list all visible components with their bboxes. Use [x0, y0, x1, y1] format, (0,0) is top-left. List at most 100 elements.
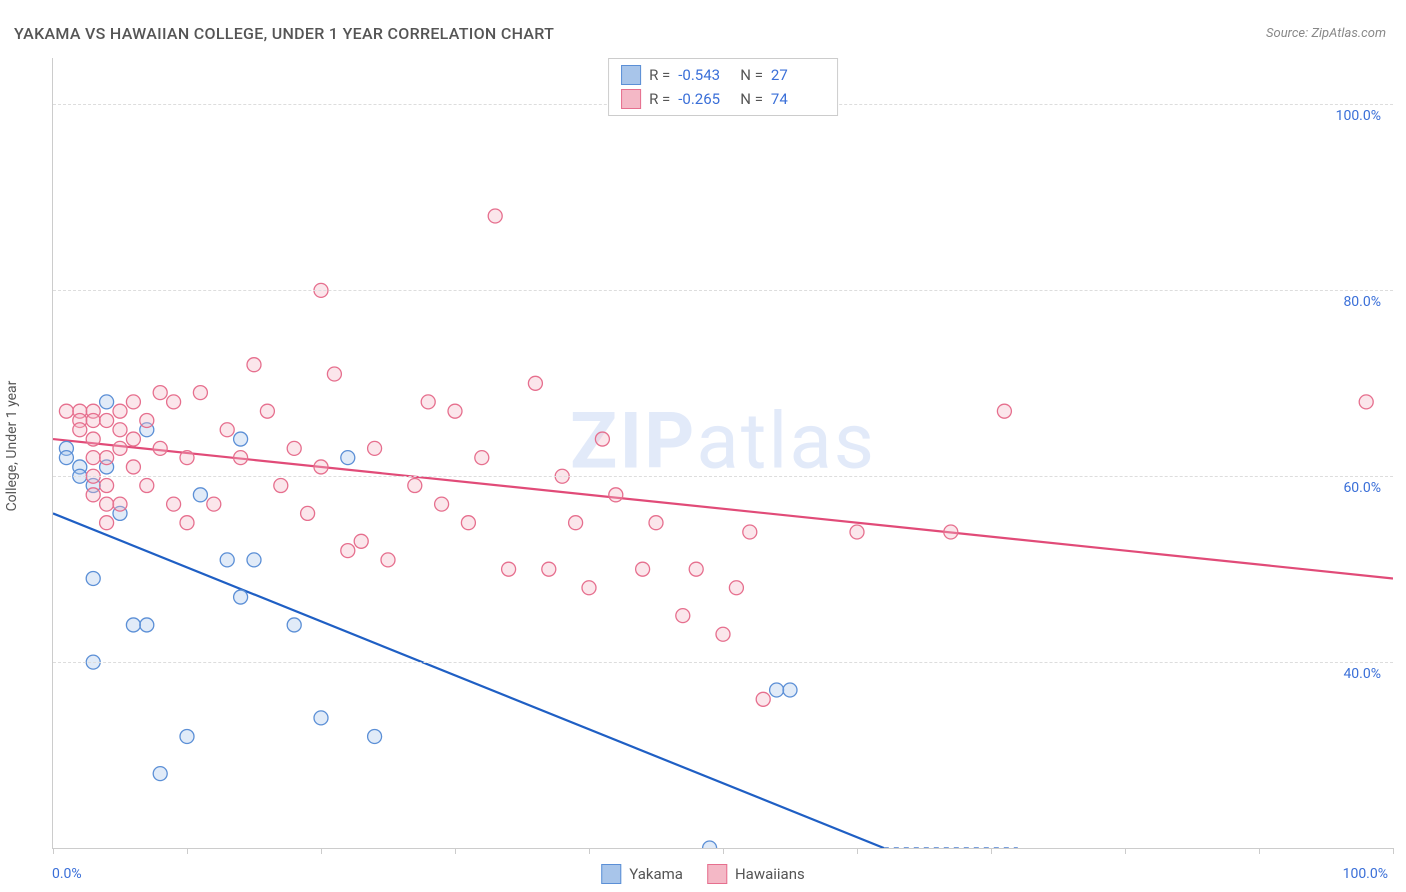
point-yakama: [153, 767, 167, 781]
point-hawaiians: [649, 516, 663, 530]
point-hawaiians: [1359, 395, 1373, 409]
point-yakama: [234, 432, 248, 446]
legend-swatch-hawaiians-bottom: [707, 864, 727, 884]
point-hawaiians: [86, 451, 100, 465]
point-yakama: [247, 553, 261, 567]
point-hawaiians: [167, 395, 181, 409]
point-hawaiians: [100, 497, 114, 511]
point-yakama: [59, 451, 73, 465]
point-yakama: [193, 488, 207, 502]
point-hawaiians: [341, 544, 355, 558]
point-hawaiians: [260, 404, 274, 418]
legend-n-label: N =: [740, 87, 763, 111]
point-yakama: [770, 683, 784, 697]
point-yakama: [180, 729, 194, 743]
y-tick-label: 80.0%: [1343, 294, 1381, 310]
source-label: Source: ZipAtlas.com: [1266, 26, 1386, 41]
point-hawaiians: [113, 441, 127, 455]
point-hawaiians: [542, 562, 556, 576]
y-tick-label: 100.0%: [1336, 108, 1381, 124]
point-yakama: [220, 553, 234, 567]
point-hawaiians: [73, 423, 87, 437]
y-axis-title: College, Under 1 year: [4, 381, 20, 512]
trendline-yakama: [53, 513, 884, 848]
point-hawaiians: [354, 534, 368, 548]
legend-n-value-hawaiians: 74: [771, 87, 825, 111]
legend-item-yakama: Yakama: [601, 864, 683, 884]
point-hawaiians: [435, 497, 449, 511]
point-hawaiians: [100, 479, 114, 493]
point-hawaiians: [167, 497, 181, 511]
point-hawaiians: [502, 562, 516, 576]
chart-title: YAKAMA VS HAWAIIAN COLLEGE, UNDER 1 YEAR…: [14, 24, 554, 43]
point-hawaiians: [207, 497, 221, 511]
point-hawaiians: [126, 460, 140, 474]
point-hawaiians: [528, 376, 542, 390]
legend-swatch-yakama: [621, 65, 641, 85]
y-tick-label: 40.0%: [1343, 666, 1381, 682]
point-hawaiians: [100, 451, 114, 465]
point-hawaiians: [153, 386, 167, 400]
point-hawaiians: [126, 395, 140, 409]
point-hawaiians: [301, 506, 315, 520]
x-axis-max-label: 100.0%: [1343, 866, 1388, 882]
point-yakama: [368, 729, 382, 743]
legend-label-yakama: Yakama: [629, 865, 683, 883]
point-hawaiians: [997, 404, 1011, 418]
point-hawaiians: [582, 581, 596, 595]
point-hawaiians: [756, 692, 770, 706]
point-hawaiians: [743, 525, 757, 539]
legend-correlation: R = -0.543 N = 27 R = -0.265 N = 74: [608, 58, 838, 116]
point-hawaiians: [609, 488, 623, 502]
point-yakama: [783, 683, 797, 697]
chart-svg: [53, 58, 1393, 848]
source-prefix: Source:: [1266, 26, 1311, 41]
point-hawaiians: [180, 451, 194, 465]
point-hawaiians: [274, 479, 288, 493]
point-hawaiians: [113, 423, 127, 437]
point-hawaiians: [113, 404, 127, 418]
legend-label-hawaiians: Hawaiians: [735, 865, 805, 883]
legend-series: Yakama Hawaiians: [595, 864, 811, 884]
point-hawaiians: [850, 525, 864, 539]
point-hawaiians: [729, 581, 743, 595]
point-hawaiians: [448, 404, 462, 418]
legend-swatch-yakama-bottom: [601, 864, 621, 884]
legend-r-label: R =: [649, 87, 670, 111]
legend-r-value-hawaiians: -0.265: [678, 87, 732, 111]
point-hawaiians: [461, 516, 475, 530]
legend-r-label: R =: [649, 63, 670, 87]
point-hawaiians: [100, 516, 114, 530]
point-hawaiians: [569, 516, 583, 530]
point-yakama: [703, 841, 717, 848]
point-yakama: [314, 711, 328, 725]
point-hawaiians: [287, 441, 301, 455]
point-hawaiians: [113, 497, 127, 511]
point-hawaiians: [86, 432, 100, 446]
point-hawaiians: [247, 358, 261, 372]
point-hawaiians: [408, 479, 422, 493]
point-hawaiians: [180, 516, 194, 530]
point-yakama: [234, 590, 248, 604]
point-hawaiians: [234, 451, 248, 465]
legend-row-yakama: R = -0.543 N = 27: [621, 63, 825, 87]
point-hawaiians: [716, 627, 730, 641]
point-hawaiians: [327, 367, 341, 381]
point-yakama: [341, 451, 355, 465]
source-name: ZipAtlas.com: [1311, 26, 1386, 41]
point-hawaiians: [193, 386, 207, 400]
legend-swatch-hawaiians: [621, 89, 641, 109]
point-hawaiians: [676, 609, 690, 623]
point-hawaiians: [421, 395, 435, 409]
point-hawaiians: [381, 553, 395, 567]
point-hawaiians: [220, 423, 234, 437]
point-hawaiians: [126, 432, 140, 446]
point-hawaiians: [944, 525, 958, 539]
legend-row-hawaiians: R = -0.265 N = 74: [621, 87, 825, 111]
point-hawaiians: [595, 432, 609, 446]
point-yakama: [140, 618, 154, 632]
point-hawaiians: [140, 479, 154, 493]
point-hawaiians: [153, 441, 167, 455]
point-yakama: [287, 618, 301, 632]
point-hawaiians: [636, 562, 650, 576]
